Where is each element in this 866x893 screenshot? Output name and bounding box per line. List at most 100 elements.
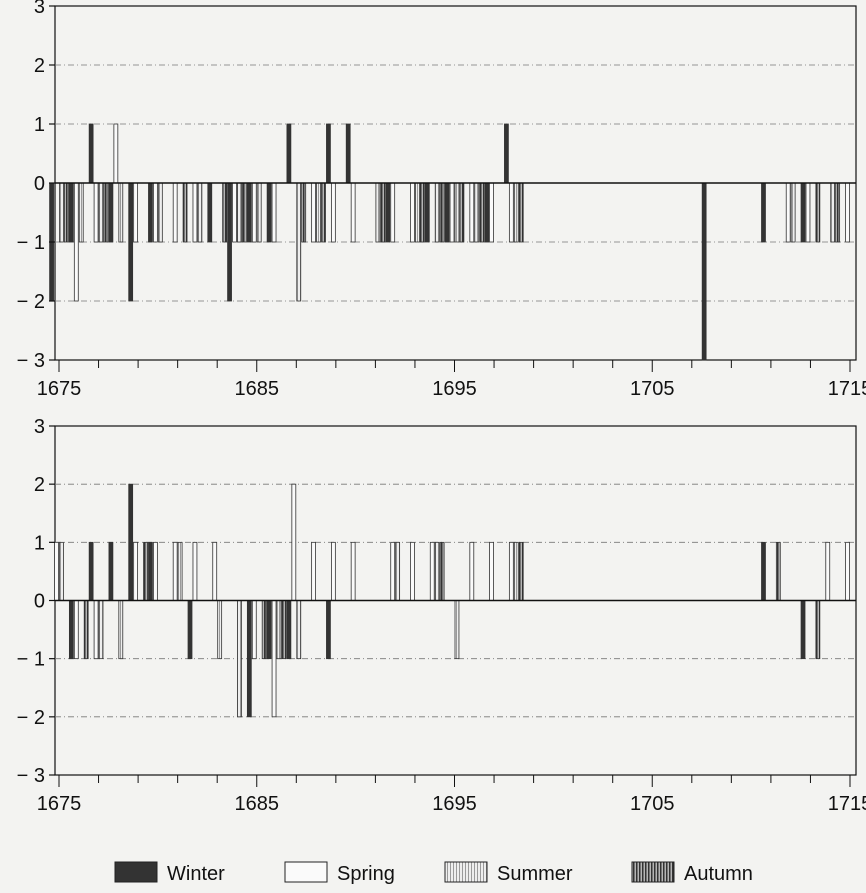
bar-summer-1676 [78,182,84,243]
bar-spring-1680 [153,182,158,243]
bar-spring-1675 [54,541,59,601]
bar-autumn-1679 [143,541,148,601]
bar-winter-1711 [761,541,766,601]
bar-winter-1676 [68,182,74,243]
bar-summer-1683 [217,600,223,660]
bar-spring-1683 [212,541,218,601]
bar-autumn-1677 [103,182,109,243]
bar-winter-1689 [326,123,331,184]
bar-summer-1684 [237,182,242,243]
bar-winter-1676 [68,600,74,660]
bar-spring-1693 [410,182,415,243]
bar-spring-1712 [785,182,791,243]
x-tick-label: 1705 [630,378,675,400]
y-tick-label: 1 [34,114,45,136]
bar-summer-1698 [513,182,519,243]
bar-winter-1678 [108,541,114,601]
bar-spring-1676 [73,182,79,302]
bar-autumn-1676 [83,600,89,660]
bar-summer-1693 [415,182,420,243]
legend-swatch-summer [444,861,488,883]
bar-spring-1693 [410,541,415,601]
bar-summer-1684 [237,600,242,718]
bar-winter-1685 [246,600,252,718]
bar-spring-1696 [469,541,475,601]
bar-summer-1686 [276,600,282,660]
bar-winter-1713 [800,182,806,243]
bar-summer-1714 [830,182,836,243]
bar-autumn-1683 [222,182,227,243]
bar-spring-1680 [153,541,158,601]
x-tick-label: 1705 [630,793,675,815]
bar-winter-1708 [701,182,707,361]
bar-spring-1690 [350,541,356,601]
bar-spring-1682 [192,541,198,601]
bar-winter-1680 [148,541,153,601]
bar-spring-1698 [508,182,514,243]
bar-winter-1677 [88,541,94,601]
bar-summer-1694 [434,541,440,601]
bar-spring-1688 [311,541,316,601]
bar-autumn-1687 [301,182,307,243]
x-tick-label: 1675 [37,378,82,400]
y-tick-label: − 2 [17,291,45,313]
bar-spring-1682 [192,182,198,243]
upper-panel: 3 2 1 0 − 1 − 2 − 3 1675 1685 1695 1705 1715 [17,0,866,400]
bar-autumn-1694 [439,182,445,243]
bar-summer-1677 [98,600,104,660]
bar-winter-1677 [88,123,94,184]
bar-summer-1675 [59,182,64,243]
bar-spring-1695 [449,182,455,243]
bar-summer-1692 [395,541,401,601]
x-tick-label: 1675 [37,793,82,815]
bar-spring-1694 [429,541,435,601]
bar-winter-1713 [800,600,806,660]
bar-winter-1698 [504,123,509,184]
bar-winter-1697 [484,182,490,243]
bar-spring-1689 [331,182,336,243]
bar-winter-1686 [266,600,272,660]
bar-winter-1682 [187,600,193,660]
bar-spring-1676 [73,600,79,660]
x-tick-label: 1685 [235,378,280,400]
bar-summer-1678 [118,600,124,660]
bar-autumn-1698 [518,541,524,601]
bar-spring-1689 [331,541,336,601]
legend-swatch-autumn [631,861,675,883]
bar-spring-1686 [271,182,277,243]
bar-spring-1678 [113,123,119,184]
bar-summer-1685 [256,182,262,243]
bar-autumn-1714 [835,182,841,243]
bar-autumn-1685 [261,600,267,660]
y-tick-label: 0 [34,591,45,613]
bar-summer-1694 [434,182,440,243]
bar-summer-1675 [59,541,64,601]
y-tick-label: 3 [34,0,45,18]
bar-autumn-1698 [518,182,524,243]
bar-spring-1692 [390,541,396,601]
bar-autumn-1695 [459,182,465,243]
y-tick-label: 1 [34,532,45,554]
legend-label-spring: Spring [337,863,395,885]
bar-spring-1679 [133,541,139,601]
bar-autumn-1675 [64,182,69,243]
bar-winter-1687 [286,123,292,184]
bar-autumn-1713 [815,600,821,660]
legend: Winter Spring Summer Autumn [114,861,753,885]
bar-summer-1680 [157,182,163,243]
x-tick-label: 1695 [432,378,477,400]
y-tick-label: − 2 [17,707,45,729]
bar-summer-1677 [98,182,104,243]
bar-spring-1690 [350,182,356,243]
bar-winter-1684 [227,182,232,302]
bar-spring-1679 [133,182,139,243]
bar-summer-1687 [296,182,302,302]
bar-autumn-1684 [242,182,247,243]
y-tick-label: 2 [34,474,45,496]
y-tick-label: − 1 [17,649,45,671]
bar-summer-1696 [474,182,480,243]
bar-winter-1694 [424,182,430,243]
bar-spring-1681 [172,541,178,601]
bar-autumn-1696 [479,182,485,243]
